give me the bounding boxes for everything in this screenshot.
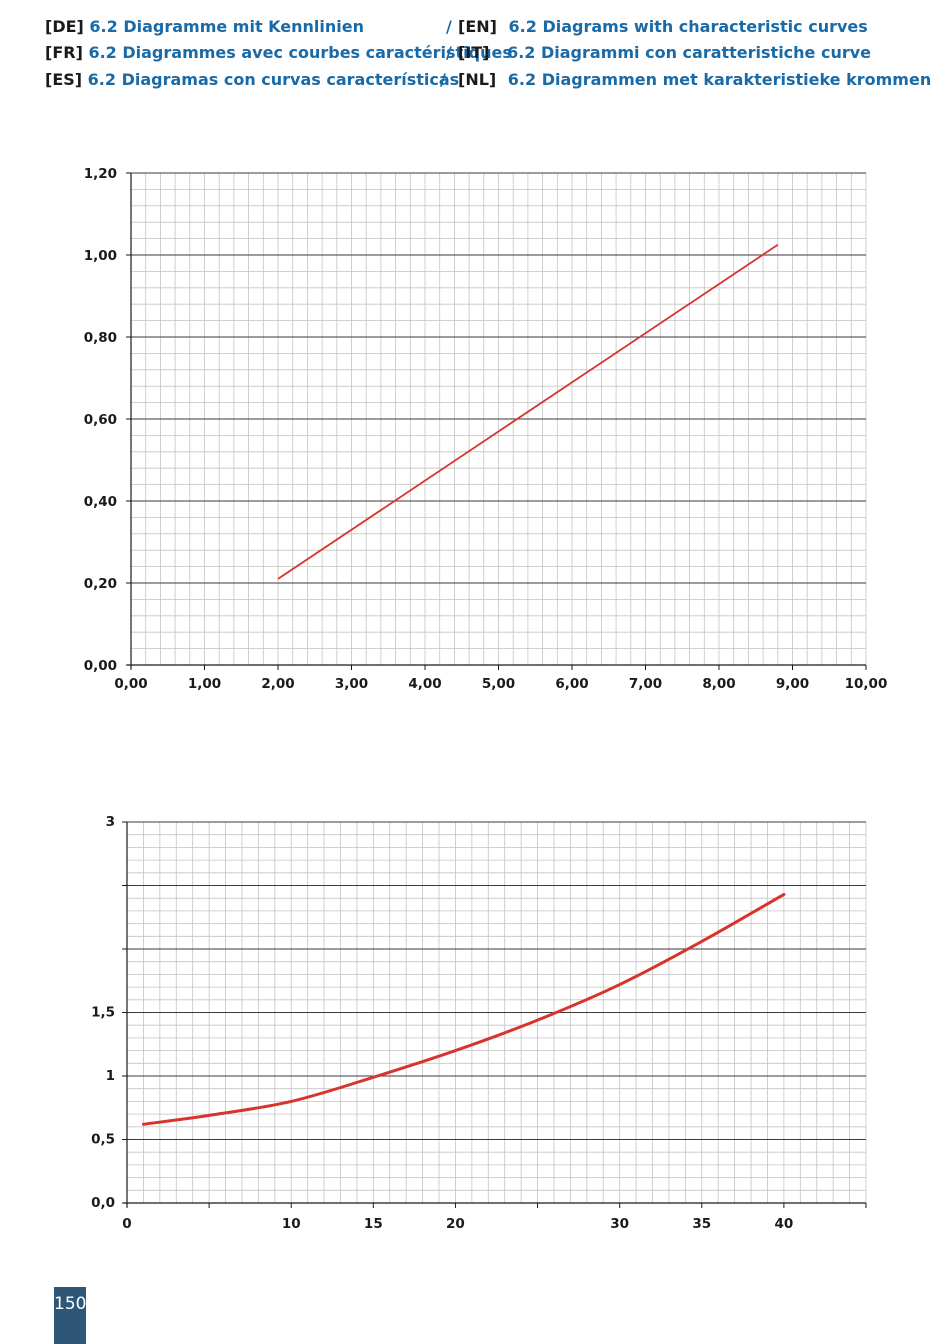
x-tick-label: 15 [364,1216,383,1232]
y-tick-label: 0,60 [84,412,117,428]
x-tick-label: 0,00 [114,676,147,692]
heading-title-nl: 6.2 Diagrammen met karakteristieke kromm… [507,70,932,89]
y-tick-label: 1,5 [91,1005,115,1021]
separator-2: / [446,43,452,62]
page-number: 150 [54,1287,86,1344]
series-curve [141,892,786,1126]
lang-code-de: [DE] [45,17,84,36]
x-tick-label: 10 [282,1216,301,1232]
x-tick-label: 3,00 [335,676,368,692]
heading-title-fr: 6.2 Diagrammes avec courbes caractéristi… [88,43,512,62]
heading-title-it: 6.2 Diagrammi con caratteristiche curve [507,43,872,62]
x-tick-label: 10,00 [845,676,888,692]
x-tick-label: 40 [774,1216,793,1232]
heading-it: [IT] 6.2 Diagrammi con caratteristiche c… [458,43,871,63]
y-tick-label: 1,20 [84,166,117,182]
y-tick-label: 0,40 [84,494,117,510]
heading-es: [ES] 6.2 Diagramas con curvas caracterís… [45,70,459,90]
x-tick-label: 20 [446,1216,465,1232]
x-tick-label: 6,00 [555,676,588,692]
y-tick-label: 0,00 [84,658,117,674]
lang-code-nl: [NL] [458,70,497,89]
x-tick-label: 4,00 [408,676,441,692]
chart-1: 0,00 1,00 2,00 3,00 4,00 5,00 6,00 7,00 8,00 9,00… [84,166,888,692]
lang-code-en: [EN] [458,17,497,36]
heading-fr: [FR] 6.2 Diagrammes avec courbes caracté… [45,43,512,63]
x-tick-label: 8,00 [702,676,735,692]
heading-nl: [NL] 6.2 Diagrammen met karakteristieke … [458,70,931,90]
x-tick-label: 7,00 [629,676,662,692]
heading-title-es: 6.2 Diagramas con curvas características [87,70,460,89]
y-tick-label: 1 [106,1068,115,1084]
x-tick-label: 9,00 [776,676,809,692]
y-tick-label: 1,00 [84,248,117,264]
x-tick-label: 2,00 [261,676,294,692]
x-tick-label: 0 [122,1216,131,1232]
y-tick-label: 3 [106,814,115,830]
chart-2: 0 10 15 20 30 35 40 0,0 0,5 1 1,5 3 [91,814,867,1232]
heading-en: [EN] 6.2 Diagrams with characteristic cu… [458,17,868,37]
heading-title-de: 6.2 Diagramme mit Kennlinien [89,17,365,36]
lang-code-it: [IT] [458,43,490,62]
y-tick-label: 0,5 [91,1132,115,1148]
x-tick-label: 30 [610,1216,629,1232]
x-tick-label: 1,00 [188,676,221,692]
series-line [277,244,779,580]
separator-1: / [446,17,452,36]
lang-code-fr: [FR] [45,43,83,62]
y-tick-label: 0,20 [84,576,117,592]
x-tick-label: 35 [692,1216,711,1232]
heading-de: [DE] 6.2 Diagramme mit Kennlinien [45,17,364,37]
separator-3: / [440,70,446,89]
x-tick-label: 5,00 [482,676,515,692]
y-tick-label: 0,0 [91,1195,115,1211]
y-tick-label: 0,80 [84,330,117,346]
heading-title-en: 6.2 Diagrams with characteristic curves [508,17,868,36]
lang-code-es: [ES] [45,70,83,89]
